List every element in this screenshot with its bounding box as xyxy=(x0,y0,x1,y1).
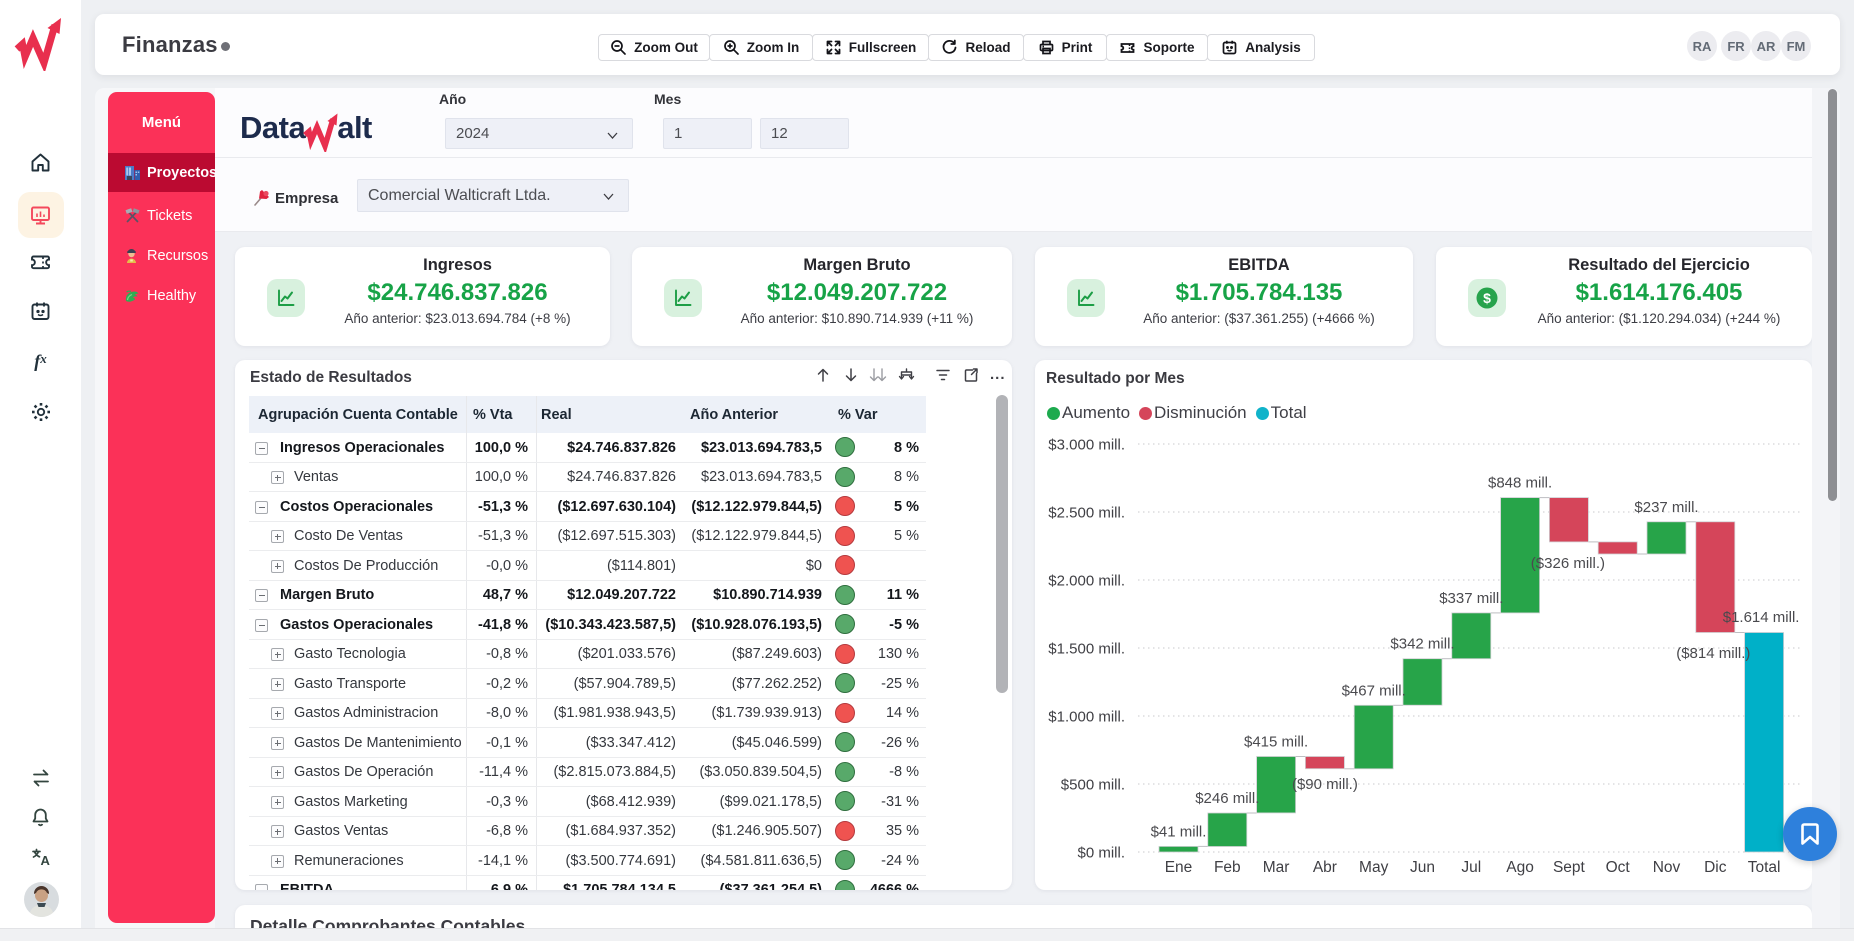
svg-text:$: $ xyxy=(1483,290,1491,306)
svg-text:Dic: Dic xyxy=(1704,859,1727,876)
svg-text:Jun: Jun xyxy=(1410,859,1435,876)
svg-text:$2.500 mill.: $2.500 mill. xyxy=(1048,505,1125,522)
svg-text:($814 mill.): ($814 mill.) xyxy=(1676,645,1750,662)
svg-text:Jul: Jul xyxy=(1461,859,1481,876)
svg-text:$467 mill.: $467 mill. xyxy=(1342,682,1406,699)
svg-text:$415 mill.: $415 mill. xyxy=(1244,734,1308,751)
svg-text:$1.500 mill.: $1.500 mill. xyxy=(1048,641,1125,658)
svg-text:$337 mill.: $337 mill. xyxy=(1439,590,1503,607)
svg-text:Feb: Feb xyxy=(1214,859,1241,876)
svg-text:Oct: Oct xyxy=(1606,859,1631,876)
svg-text:($326 mill.): ($326 mill.) xyxy=(1531,555,1605,572)
svg-text:Nov: Nov xyxy=(1653,859,1681,876)
svg-text:$1.000 mill.: $1.000 mill. xyxy=(1048,709,1125,726)
svg-text:$41 mill.: $41 mill. xyxy=(1151,823,1207,840)
svg-text:$237 mill.: $237 mill. xyxy=(1634,499,1698,516)
svg-text:Sept: Sept xyxy=(1553,859,1586,876)
svg-text:($90 mill.): ($90 mill.) xyxy=(1292,776,1358,793)
svg-text:$848 mill.: $848 mill. xyxy=(1488,475,1552,492)
svg-text:$1.614 mill.: $1.614 mill. xyxy=(1723,609,1800,626)
svg-text:Mar: Mar xyxy=(1263,859,1290,876)
svg-text:$500 mill.: $500 mill. xyxy=(1061,777,1125,794)
svg-text:Ene: Ene xyxy=(1165,859,1193,876)
svg-text:Abr: Abr xyxy=(1313,859,1337,876)
svg-text:$0 mill.: $0 mill. xyxy=(1077,845,1125,862)
svg-text:May: May xyxy=(1359,859,1389,876)
svg-text:$2.000 mill.: $2.000 mill. xyxy=(1048,573,1125,590)
svg-text:$246 mill.: $246 mill. xyxy=(1195,790,1259,807)
svg-text:Total: Total xyxy=(1748,859,1781,876)
svg-text:$3.000 mill.: $3.000 mill. xyxy=(1048,437,1125,454)
svg-text:Ago: Ago xyxy=(1506,859,1534,876)
svg-text:$342 mill.: $342 mill. xyxy=(1390,636,1454,653)
svg-text:A: A xyxy=(40,853,50,868)
